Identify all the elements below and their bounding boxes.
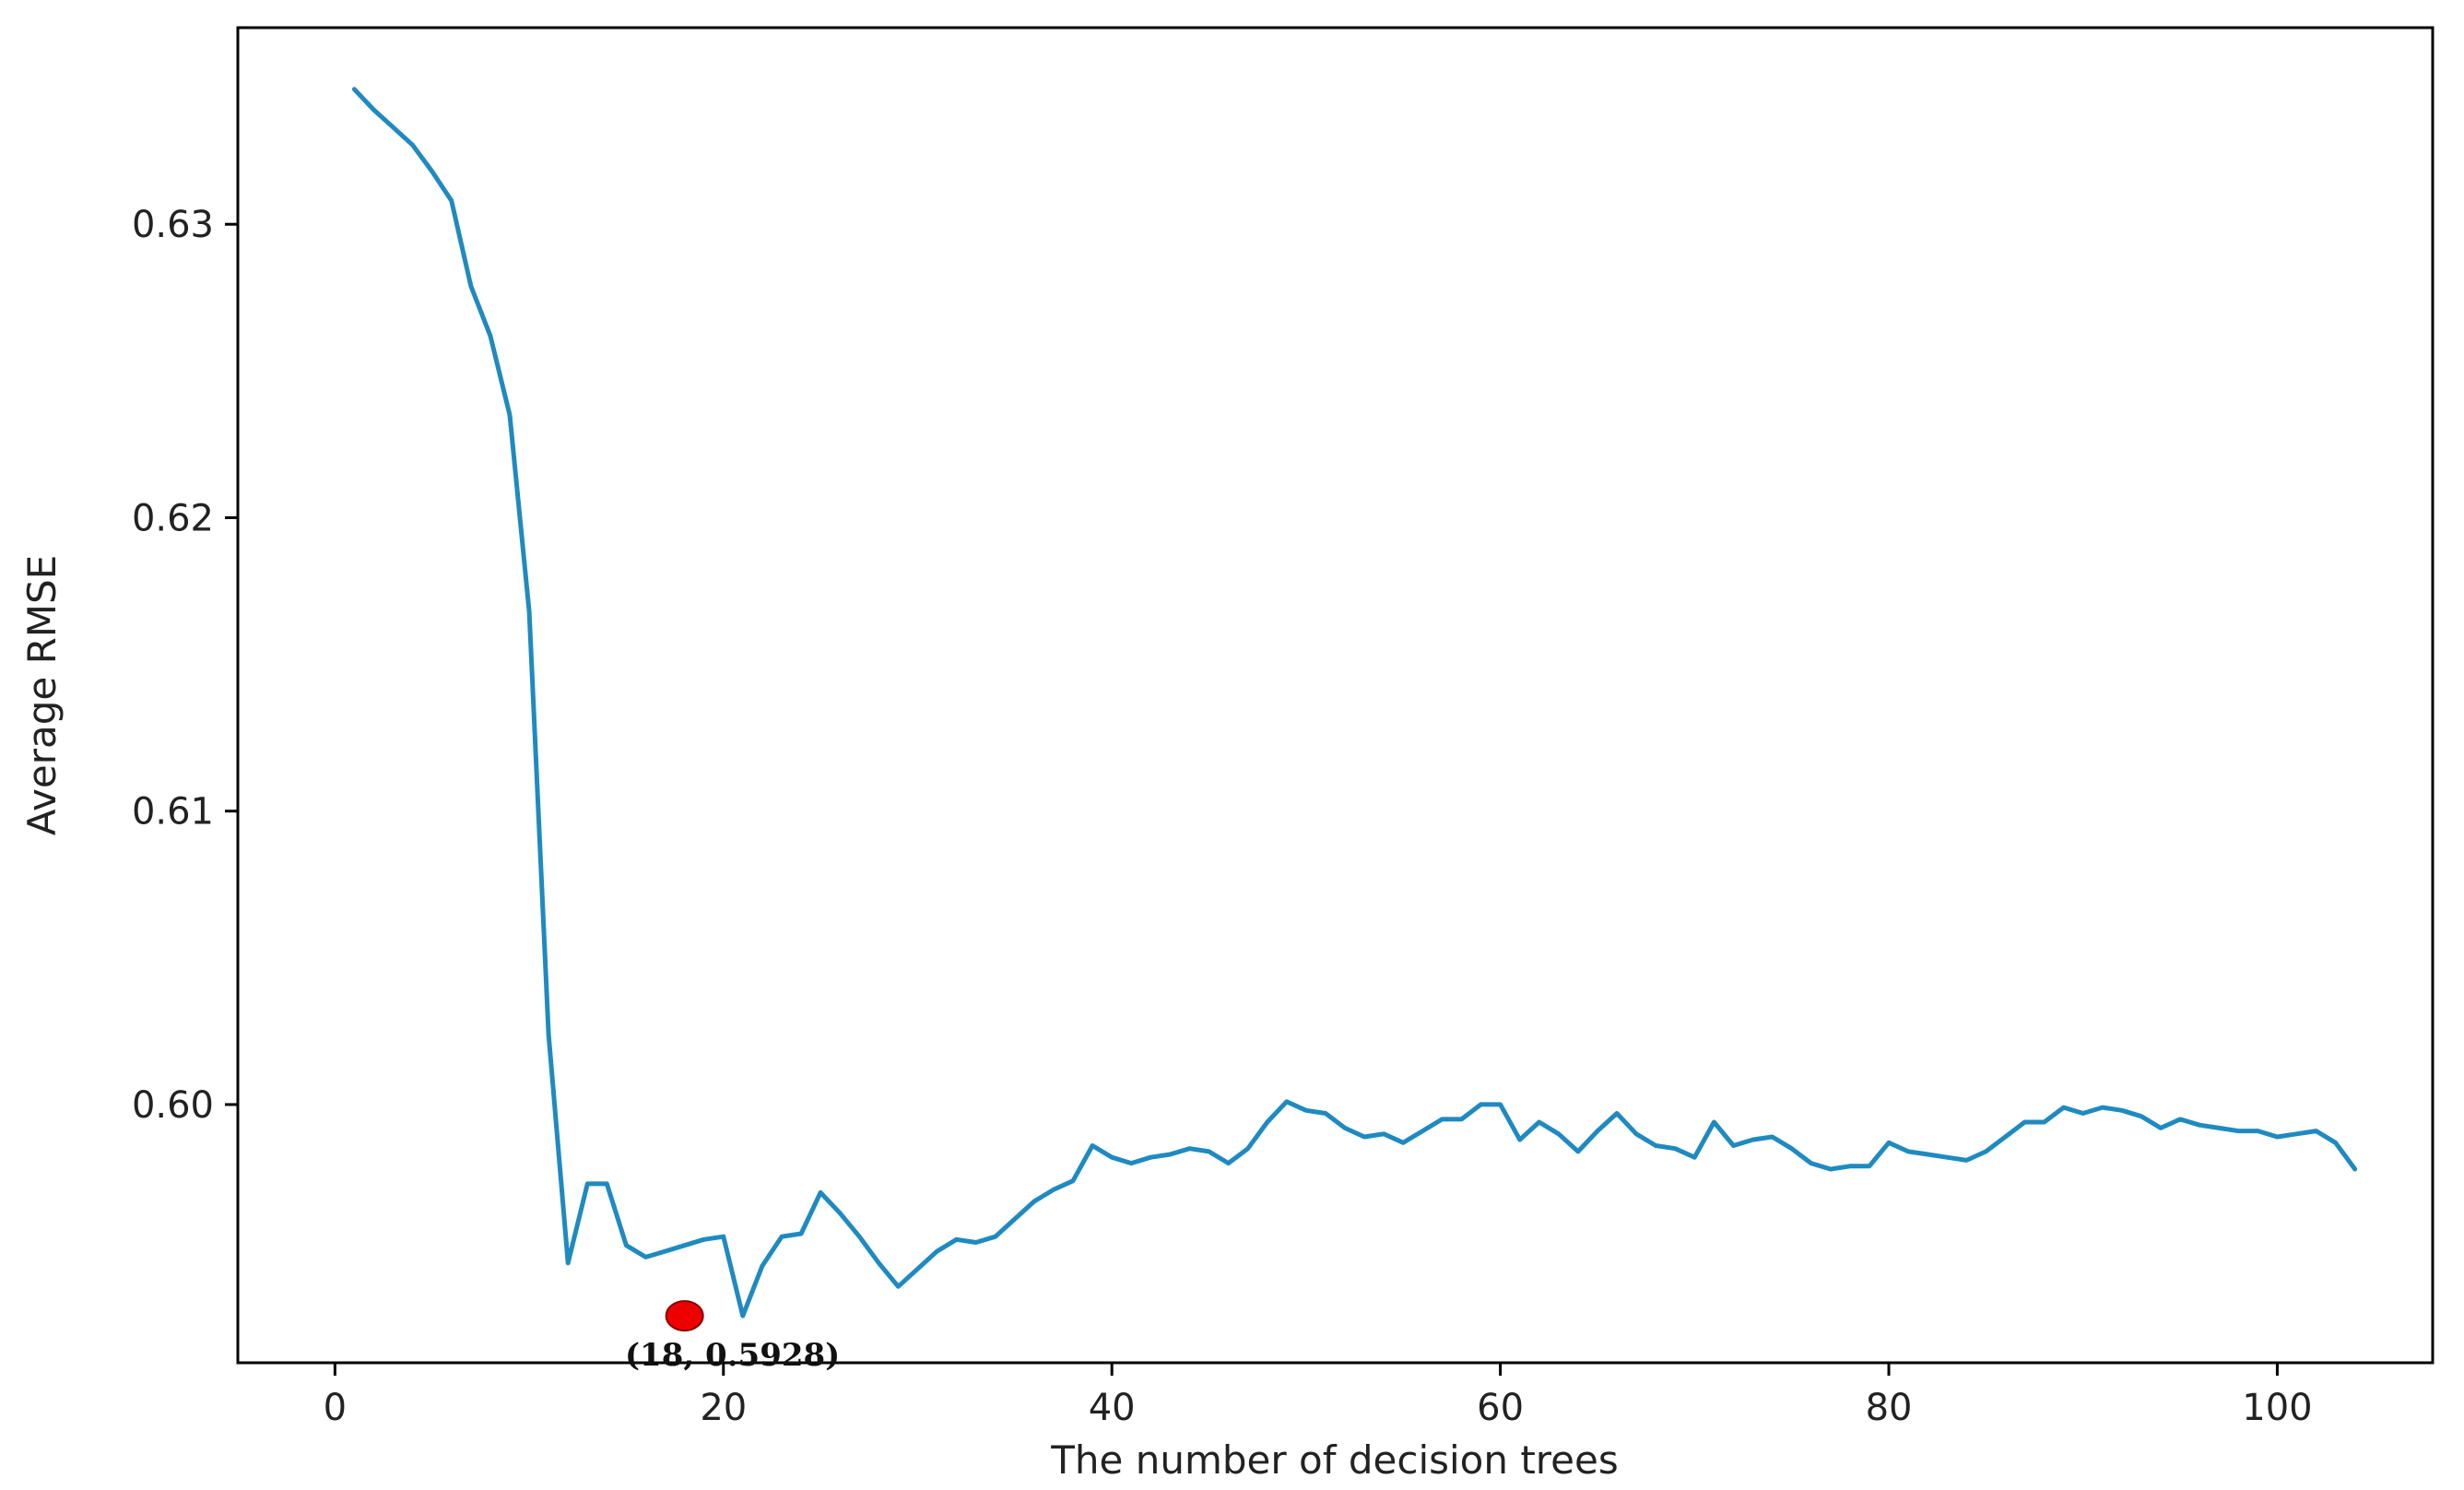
x-tick-label: 0: [324, 1387, 347, 1429]
x-tick-label: 60: [1477, 1387, 1524, 1429]
x-axis-ticks: 0 20 40 60 80 100: [324, 1363, 2313, 1429]
x-tick-label: 100: [2242, 1387, 2312, 1429]
minimum-point-marker: [665, 1300, 704, 1332]
x-tick-label: 20: [700, 1387, 747, 1429]
y-tick-label: 0.61: [132, 791, 214, 834]
x-tick-label: 40: [1089, 1387, 1136, 1429]
y-tick-label: 0.60: [132, 1084, 214, 1127]
x-axis-title: The number of decision trees: [1050, 1437, 1618, 1483]
y-tick-label: 0.63: [132, 204, 214, 246]
y-axis-ticks: 0.60 0.61 0.62 0.63: [132, 204, 238, 1127]
minimum-point-label: (18, 0.5928): [625, 1337, 840, 1374]
annotations-group: (18, 0.5928): [625, 1300, 840, 1374]
plot-area-frame: [236, 26, 2435, 1365]
x-tick-label: 80: [1866, 1387, 1913, 1429]
y-axis-title: Average RMSE: [19, 555, 65, 835]
rmse-series-line: [351, 87, 2358, 1319]
y-tick-label: 0.62: [132, 497, 214, 539]
